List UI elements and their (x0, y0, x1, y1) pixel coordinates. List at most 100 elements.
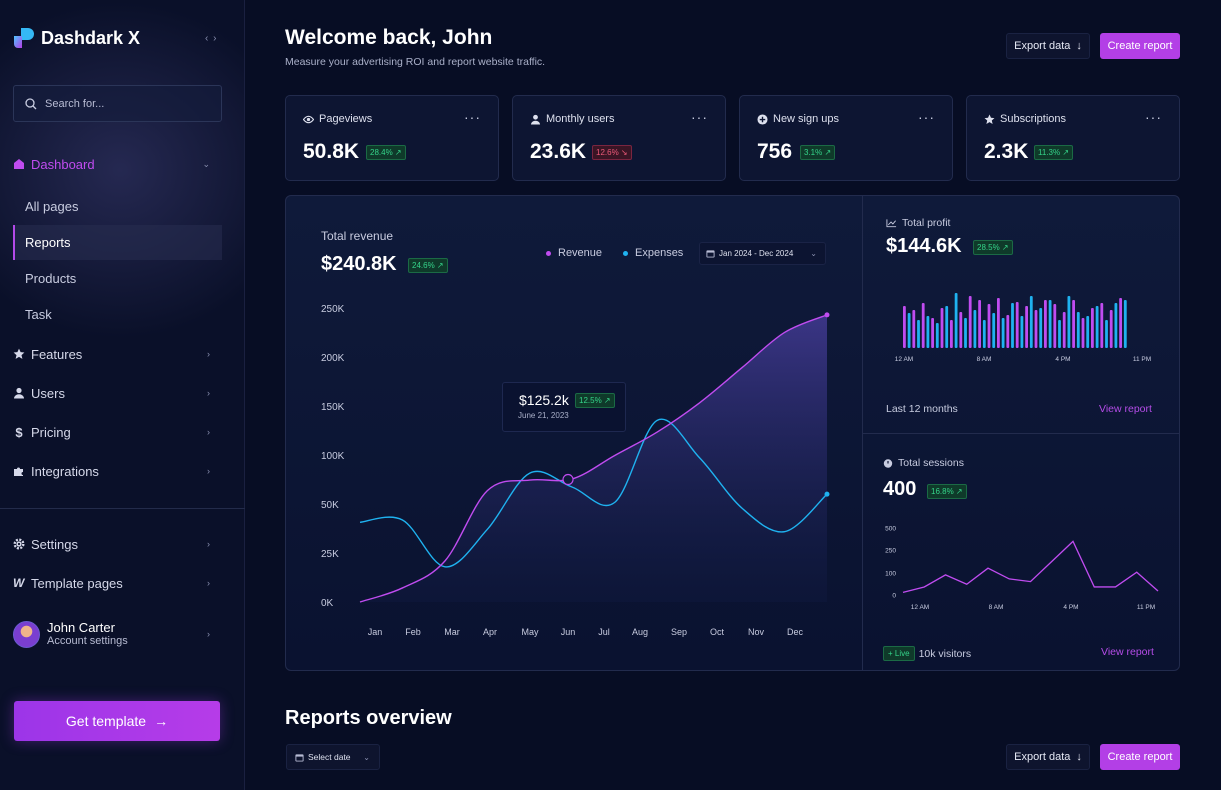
profit-bar (1034, 310, 1038, 348)
search-box[interactable] (13, 85, 222, 122)
profit-bar (1039, 308, 1043, 348)
date-range-label: Jan 2024 - Dec 2024 (719, 249, 794, 258)
x-tick-label: 12 AM (895, 356, 913, 363)
profit-bar (954, 293, 958, 348)
stat-card-new-sign-ups: New sign ups ··· 756 3.1% ↗ (739, 95, 953, 181)
x-tick-label: May (521, 627, 539, 637)
profit-label-text: Total profit (902, 217, 951, 229)
stat-change-badge: 3.1% ↗ (800, 145, 836, 160)
chevron-right-icon: › (207, 349, 210, 359)
profit-bar (1062, 312, 1066, 348)
stat-label-text: Pageviews (319, 113, 373, 125)
avatar (13, 620, 40, 648)
create-report-button[interactable]: Create report (1100, 33, 1180, 59)
sidebar-item-label: Integrations (31, 463, 99, 479)
reports-export-data-button[interactable]: Export data ↓ (1006, 744, 1090, 770)
legend-revenue[interactable]: Revenue (546, 247, 602, 259)
account-settings[interactable]: John Carter Account settings › (13, 618, 222, 650)
stat-change-badge: 28.4% ↗ (366, 145, 406, 160)
stat-label-text: Subscriptions (1000, 113, 1067, 125)
user-subtitle: Account settings (47, 634, 128, 647)
profit-bar (935, 323, 939, 348)
stat-value: 50.8K (303, 140, 360, 163)
more-options-icon[interactable]: ··· (1145, 109, 1162, 125)
profit-bar (1100, 303, 1104, 348)
profit-bar (945, 306, 949, 348)
x-tick-label: 11 PM (1137, 604, 1155, 611)
webflow-icon: W (13, 576, 25, 590)
sidebar-subitem-reports[interactable]: Reports (13, 225, 222, 260)
chevron-down-icon: ⌄ (810, 249, 817, 258)
get-template-button[interactable]: Get template → (14, 701, 220, 741)
profit-bar (1053, 304, 1057, 348)
chevron-right-icon: › (207, 466, 210, 476)
calendar-icon (706, 250, 715, 258)
stat-value: 2.3K (984, 140, 1029, 163)
sidebar-item-features[interactable]: Features › (13, 343, 222, 365)
revenue-line (359, 314, 828, 603)
sidebar-divider (0, 508, 245, 509)
legend-dot (623, 250, 628, 256)
profit-bar (1001, 318, 1005, 348)
profit-bar (1025, 306, 1028, 348)
y-tick-label: 250K (321, 304, 345, 315)
collapse-sidebar-icon[interactable]: ‹ › (205, 33, 218, 44)
card-divider (862, 195, 863, 671)
star-icon (13, 348, 25, 359)
arrow-down-icon: ↓ (1076, 40, 1082, 52)
calendar-icon (295, 753, 304, 762)
sessions-view-report-link[interactable]: View report (1101, 646, 1154, 658)
export-data-button[interactable]: Export data ↓ (1006, 33, 1090, 59)
select-date-dropdown[interactable]: Select date ⌄ (286, 744, 380, 770)
eye-icon (303, 115, 314, 123)
sidebar-item-settings[interactable]: Settings › (13, 533, 222, 555)
brand-logo[interactable]: Dashdark X (13, 27, 140, 49)
x-tick-label: Apr (483, 627, 497, 637)
chevron-right-icon: › (207, 629, 210, 639)
profit-bar (987, 304, 991, 348)
tooltip-change: 12.5% (579, 396, 602, 405)
profit-bar (1076, 312, 1080, 348)
more-options-icon[interactable]: ··· (691, 109, 708, 125)
sidebar-item-pricing[interactable]: $ Pricing › (13, 421, 222, 443)
search-icon (25, 97, 37, 109)
reports-create-report-button[interactable]: Create report (1100, 744, 1180, 770)
chevron-right-icon: › (207, 539, 210, 549)
sidebar-subitem-products[interactable]: Products (25, 271, 77, 286)
profit-bar (917, 320, 920, 348)
stat-change: 12.6% (596, 148, 619, 157)
y-tick-label: 100K (321, 451, 345, 462)
sidebar-item-users[interactable]: Users › (13, 382, 222, 404)
x-tick-label: Sep (671, 627, 687, 637)
profit-bar (992, 313, 996, 348)
profit-bar (1081, 318, 1085, 348)
x-tick-label: Nov (748, 627, 765, 637)
profit-bar (1011, 303, 1014, 348)
sidebar-item-integrations[interactable]: Integrations › (13, 460, 222, 482)
more-options-icon[interactable]: ··· (464, 109, 481, 125)
sidebar-item-dashboard[interactable]: Dashboard ⌄ (13, 153, 222, 175)
x-tick-label: Mar (444, 627, 460, 637)
legend-expenses[interactable]: Expenses (623, 247, 683, 259)
user-icon (530, 114, 541, 125)
chevron-right-icon: › (207, 427, 210, 437)
legend-label: Revenue (558, 247, 603, 259)
brand-name: Dashdark X (41, 27, 141, 48)
profit-bar (1006, 315, 1010, 348)
stat-label-text: New sign ups (773, 113, 840, 125)
sidebar-subitem-task[interactable]: Task (25, 307, 52, 322)
more-options-icon[interactable]: ··· (918, 109, 935, 125)
legend-label: Expenses (635, 247, 684, 259)
profit-bar (940, 308, 944, 348)
gear-icon (13, 538, 25, 550)
y-tick-label: 200K (321, 353, 345, 364)
profit-view-report-link[interactable]: View report (1099, 403, 1152, 415)
sidebar-subitem-all-pages[interactable]: All pages (25, 199, 79, 214)
profit-bar (1114, 303, 1118, 348)
sidebar-item-template-pages[interactable]: W Template pages › (13, 572, 222, 594)
search-input[interactable] (45, 97, 205, 110)
profit-bar (997, 298, 1000, 348)
date-range-select[interactable]: Jan 2024 - Dec 2024 ⌄ (699, 242, 826, 265)
